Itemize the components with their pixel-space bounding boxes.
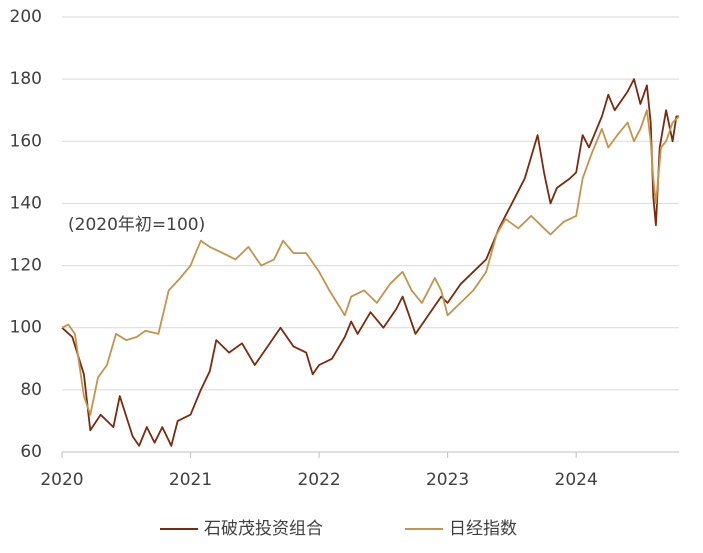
y-tick-label: 180 xyxy=(10,69,42,89)
x-tick-label: 2023 xyxy=(426,470,469,490)
x-tick-label: 2024 xyxy=(555,470,598,490)
annotation: (2020年初=100) xyxy=(68,215,205,235)
y-tick-label: 140 xyxy=(10,193,42,213)
y-tick-label: 120 xyxy=(10,256,42,276)
legend-label: 日经指数 xyxy=(449,519,517,539)
y-tick-label: 100 xyxy=(10,318,42,338)
legend-label: 石破茂投资组合 xyxy=(204,519,323,539)
x-tick-label: 2020 xyxy=(40,470,83,490)
y-tick-label: 200 xyxy=(10,7,42,27)
x-tick-label: 2022 xyxy=(297,470,340,490)
series-line xyxy=(61,109,680,416)
y-tick-label: 160 xyxy=(10,131,42,151)
x-tick-label: 2021 xyxy=(169,470,212,490)
y-tick-label: 60 xyxy=(20,442,42,462)
y-tick-label: 80 xyxy=(20,380,42,400)
series-line xyxy=(61,78,679,447)
